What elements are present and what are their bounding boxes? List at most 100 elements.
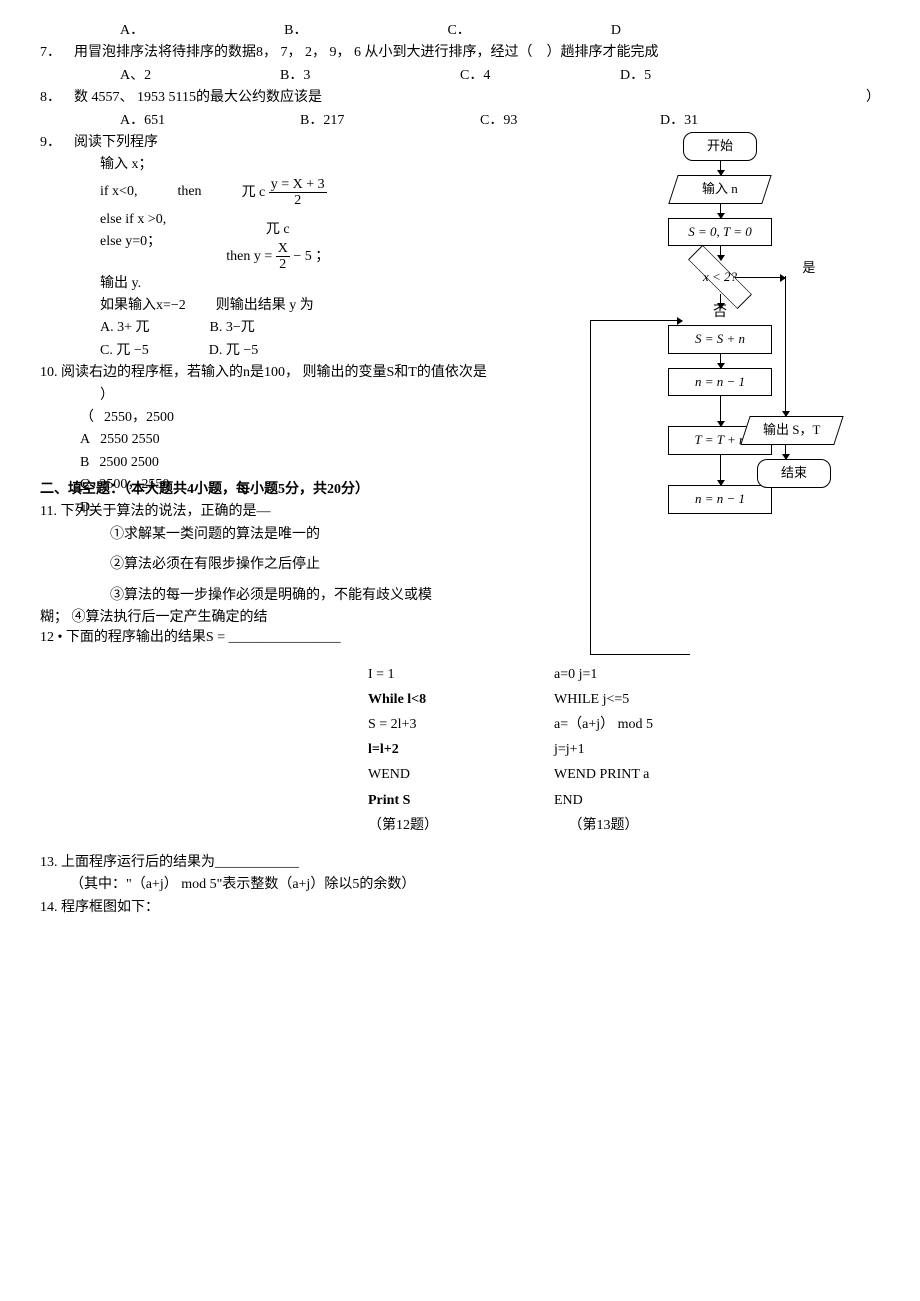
flow-arrow xyxy=(785,402,786,416)
flow-loop-top xyxy=(590,320,682,321)
flow-decision-wrap: x < 2? 是 输出 S，T 结束 xyxy=(560,260,880,294)
q8-num: 8． xyxy=(40,87,74,109)
flow-loop-bottom xyxy=(590,654,690,655)
flow-s4: n = n − 1 xyxy=(668,485,772,514)
flow-s1: S = S + n xyxy=(668,325,772,354)
q13-text: 上面程序运行后的结果为____________ xyxy=(61,855,299,870)
flow-s2: n = n − 1 xyxy=(668,368,772,397)
q13: 13. 上面程序运行后的结果为____________ xyxy=(40,852,880,874)
q7-b: B．3 xyxy=(280,65,460,87)
q8-c: C．93 xyxy=(480,110,660,132)
p13-l2: WHILE j<=5 xyxy=(554,687,653,712)
flow-input: 输入 n xyxy=(668,175,771,204)
q11-s3-part1: ③算法的每一步操作必须是明确的，不能有歧义或模 xyxy=(40,585,880,607)
q11-s1: ①求解某一类问题的算法是唯一的 xyxy=(40,524,880,546)
p13-l1: a=0 j=1 xyxy=(554,662,653,687)
flow-arrow xyxy=(720,294,721,308)
opt-d: D xyxy=(611,20,621,42)
q14-text: 程序框图如下： xyxy=(61,900,159,915)
flow-hline xyxy=(735,277,785,278)
flow-init: S = 0, T = 0 xyxy=(668,218,772,247)
q8-options: A．651 B．217 C．93 D．31 xyxy=(40,110,880,132)
q12-num: 12 • xyxy=(40,630,62,645)
p12-cap: （第12题） xyxy=(368,813,438,838)
programs-row: I = 1 While l<8 S = 2l+3 l=l+2 WEND Prin… xyxy=(40,658,880,842)
flow-arrow xyxy=(720,246,721,260)
q11-s2: ②算法必须在有限步操作之后停止 xyxy=(40,554,880,576)
q9-title: 阅读下列程序 xyxy=(74,132,158,154)
q7-c: C．4 xyxy=(460,65,620,87)
q10-labelA: A xyxy=(80,429,90,451)
q8-paren: ） xyxy=(866,87,880,109)
q10-optB: 2550 2550 xyxy=(100,429,160,451)
flow-output: 输出 S，T xyxy=(740,416,843,445)
p12-l6: Print S xyxy=(368,788,438,813)
q12-text: 下面的程序输出的结果S = ________________ xyxy=(66,630,341,645)
q8-a: A．651 xyxy=(120,110,300,132)
q7-options: A、2 B．3 C．4 D．5 xyxy=(40,65,880,87)
flow-loop-line xyxy=(590,320,661,654)
q9-l4a: else y=0； xyxy=(100,231,166,253)
q13-num: 13. xyxy=(40,855,58,870)
q9-b: B. 3−兀 xyxy=(210,317,255,339)
q9-c: C. 兀 −5 xyxy=(100,340,149,362)
q10-prefix: （ xyxy=(80,407,94,429)
flow-arrow xyxy=(720,455,721,485)
program-12: I = 1 While l<8 S = 2l+3 l=l+2 WEND Prin… xyxy=(360,658,446,842)
q7-num: 7． xyxy=(40,42,74,64)
p12-l5: WEND xyxy=(368,762,438,787)
q9-l3a: else if x >0, xyxy=(100,209,166,231)
flow-end: 结束 xyxy=(757,459,831,488)
q9-num: 9． xyxy=(40,132,74,154)
q9-a: A. 3+ 兀 xyxy=(100,317,150,339)
p13-l5: WEND PRINT a xyxy=(554,762,653,787)
q9-l2a: if x<0, xyxy=(100,181,137,203)
q10-text: 阅读右边的程序框，若输入的n是100， 则输出的变量S和T的值依次是 xyxy=(61,365,487,380)
q9-l6b: 则输出结果 y 为 xyxy=(216,295,314,317)
flow-start: 开始 xyxy=(683,132,757,161)
q9-d: D. 兀 −5 xyxy=(209,340,259,362)
flow-arrow xyxy=(720,354,721,368)
flow-arrow xyxy=(720,204,721,218)
q7-d: D．5 xyxy=(620,65,800,87)
q7-text: 用冒泡排序法将待排序的数据8， 7， 2， 9， 6 从小到大进行排序，经过（ … xyxy=(74,42,659,64)
p13-cap: （第13题） xyxy=(554,813,653,838)
p12-l2: While l<8 xyxy=(368,687,438,712)
flow-arrow xyxy=(720,161,721,175)
q12: 12 • 下面的程序输出的结果S = ________________ xyxy=(40,627,880,649)
q10-optC: 2500 2500 xyxy=(99,452,159,474)
q7-a: A、2 xyxy=(120,65,280,87)
q8-text: 数 4557、 1953 5115的最大公约数应该是 xyxy=(74,87,322,109)
q14-num: 14. xyxy=(40,900,58,915)
p13-l4: j=j+1 xyxy=(554,737,653,762)
opt-a: A． xyxy=(120,20,144,42)
p12-l3: S = 2l+3 xyxy=(368,712,438,737)
p12-l4: l=l+2 xyxy=(368,737,438,762)
q8: 8． 数 4557、 1953 5115的最大公约数应该是 ） xyxy=(40,87,880,109)
q9: 9． 阅读下列程序 xyxy=(40,132,550,154)
q9-l6a: 如果输入x=−2 xyxy=(100,295,186,317)
q9-l2c: 兀 c y = X + 32 xyxy=(242,177,327,209)
opt-c: C． xyxy=(447,20,470,42)
q6-options-row: A． B． C． D xyxy=(40,20,880,42)
q7: 7． 用冒泡排序法将待排序的数据8， 7， 2， 9， 6 从小到大进行排序，经… xyxy=(40,42,880,64)
q8-b: B．217 xyxy=(300,110,480,132)
p12-l1: I = 1 xyxy=(368,662,438,687)
q11-t: 下列关于算法的说法，正确的是— xyxy=(60,504,270,519)
q14: 14. 程序框图如下： xyxy=(40,897,880,919)
q9-l4b: 兀 c then y = X2 − 5 ； xyxy=(226,219,329,273)
program-13: a=0 j=1 WHILE j<=5 a=（a+j） mod 5 j=j+1 W… xyxy=(546,658,661,842)
flow-arrow xyxy=(785,445,786,459)
flow-arrow xyxy=(720,396,721,426)
q10-num: 10. xyxy=(40,365,58,380)
q13-note: （其中："（a+j） mod 5"表示整数（a+j）除以5的余数） xyxy=(40,874,880,896)
p13-l3: a=（a+j） mod 5 xyxy=(554,712,653,737)
q8-d: D．31 xyxy=(660,110,840,132)
q9-l2b: then xyxy=(177,181,201,203)
opt-b: B． xyxy=(284,20,307,42)
q10-paren: ） xyxy=(100,388,114,403)
q10-optA: 2550，2500 xyxy=(104,407,174,429)
q10-labelB: B xyxy=(80,452,89,474)
q11-s3-part2: 糊； ④算法执行后一定产生确定的结 xyxy=(40,607,880,629)
p13-l6: END xyxy=(554,788,653,813)
